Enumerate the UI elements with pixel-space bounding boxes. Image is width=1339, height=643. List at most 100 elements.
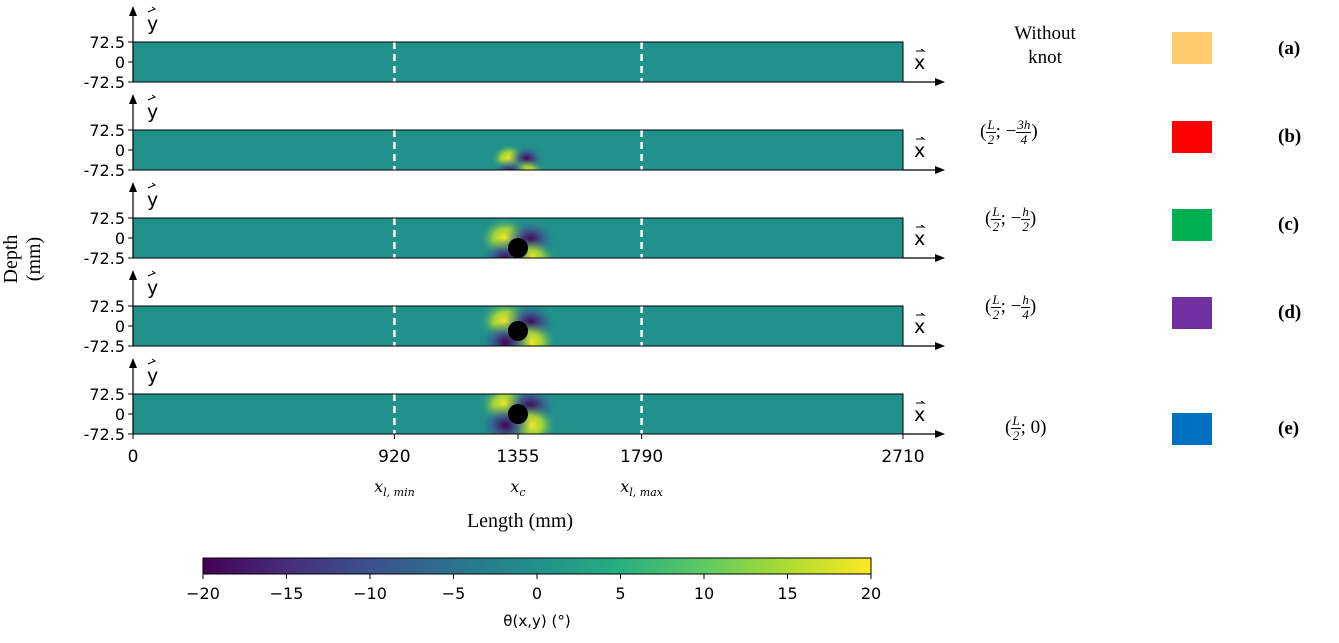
panel-tag-c: (c) (1278, 214, 1300, 235)
knot-marker (508, 238, 528, 258)
x-axis-label: Length (mm) (466, 510, 574, 532)
y-axis-arrow-label: y (147, 365, 158, 387)
legend-label-d: (L 2; − h 4) (985, 293, 1036, 322)
frac-num: h (1021, 292, 1030, 308)
fraction-3h-4: 3h 4 (1016, 117, 1032, 147)
frac-den: 2 (992, 307, 1000, 322)
panel-b: y x 72.50-72.5 (84, 94, 945, 180)
separator: ; − (1000, 295, 1022, 317)
frac-num: 3h (1016, 117, 1032, 133)
x-position-base: x (620, 477, 629, 496)
x-axis-arrow-label: x (914, 52, 925, 74)
y-tick-label: 0 (115, 141, 125, 160)
paren-close: ) (1031, 120, 1038, 142)
paren-open: ( (985, 295, 992, 317)
panel-a: y x 72.50-72.5 (84, 6, 945, 92)
x-position-label: xl, max (620, 477, 664, 499)
x-position-label: xl, min (374, 477, 415, 499)
panel-e: y x 72.50-72.5 (84, 358, 945, 444)
y-tick-label: 0 (115, 229, 125, 248)
y-axis-arrow-label: y (147, 277, 158, 299)
x-arrow-head (935, 430, 945, 438)
panel-tag-b: (b) (1278, 126, 1302, 147)
colorbar-tick-label: 10 (694, 584, 714, 603)
y-tick-label: 0 (115, 53, 125, 72)
x-tick-label: 0 (128, 447, 139, 467)
frac-num: L (991, 292, 1001, 308)
y-arrow-head (129, 94, 137, 104)
legend-swatch-d (1172, 297, 1212, 329)
x-position-label: xc (510, 477, 525, 499)
y-arrow-head (129, 182, 137, 192)
colorbar-tick-label: −10 (353, 584, 387, 603)
frac-den: 2 (1022, 219, 1029, 234)
panel-field-features (490, 143, 546, 170)
panel-field-features (478, 394, 558, 434)
vector-arrow-icon (147, 182, 157, 189)
x-position-base: x (510, 477, 519, 496)
x-arrow-head (935, 78, 945, 86)
y-arrow-head (129, 270, 137, 280)
frac-den: 2 (987, 132, 995, 147)
y-tick-label: 72.5 (89, 385, 125, 404)
panel-tag-e: (e) (1278, 418, 1300, 439)
frac-num: L (1011, 413, 1021, 429)
x-arrow-head (935, 166, 945, 174)
legend-label-a-line1: Without (1014, 23, 1076, 44)
vector-arrow-icon (147, 94, 157, 101)
vector-arrow-icon (147, 270, 157, 277)
frac-num: h (1021, 204, 1030, 220)
y-tick-label: 0 (115, 317, 125, 336)
y-tick-label: 0 (115, 405, 125, 424)
y-tick-label: -72.5 (84, 249, 125, 268)
colorbar-tick-label: 0 (532, 584, 542, 603)
paren-open: ( (985, 207, 992, 229)
colorbar-tick-label: −5 (442, 584, 466, 603)
vector-arrow-icon (916, 312, 926, 316)
vector-arrow-icon (916, 400, 926, 404)
separator: ; − (995, 120, 1017, 142)
panel-tag-d: (d) (1278, 302, 1302, 323)
panel-c: y x 72.50-72.5 (84, 182, 945, 268)
frac-den: 4 (1022, 307, 1029, 322)
paren-close: ) (1029, 207, 1037, 229)
y-tick-label: 72.5 (89, 121, 125, 140)
colorbar-label: θ(x,y) (°) (503, 612, 570, 630)
y-axis-arrow-label: y (147, 189, 158, 211)
y-arrow-head (129, 6, 137, 16)
legend-label-a-line2: knot (1028, 47, 1062, 68)
colorbar (202, 557, 872, 575)
paren-open: ( (1005, 416, 1012, 438)
y-axis-label: Depth (mm) (0, 234, 45, 284)
x-axis-arrow-label: x (914, 228, 925, 250)
panels-group: yx72.50-72.5yx72.50-72.5yx72.50-72.5yx72… (84, 6, 945, 444)
y-tick-label: -72.5 (84, 161, 125, 180)
colorbar-tick-label: 15 (777, 584, 797, 603)
panel-field-features (478, 218, 558, 258)
legend-swatch-e (1172, 413, 1212, 445)
vector-arrow-icon (916, 224, 926, 228)
legend-label-c: (L 2; − h 2) (985, 205, 1036, 234)
legend-label-a: Without knot (990, 22, 1100, 70)
vector-arrow-icon (916, 48, 926, 52)
x-axis-arrow-label: x (914, 140, 925, 162)
panel-field (133, 42, 903, 82)
separator: ; − (1000, 207, 1022, 229)
y-tick-label: 72.5 (89, 33, 125, 52)
frac-num: L (991, 204, 1001, 220)
frac-den: 4 (1020, 132, 1028, 147)
panel-tag-a: (a) (1278, 38, 1301, 59)
panel-d: y x 72.50-72.5 (84, 270, 945, 356)
y-arrow-head (129, 358, 137, 368)
legend-label-e: (L 2; 0) (1005, 414, 1046, 443)
legend-swatch-b (1172, 121, 1212, 153)
x-position-subscript: c (519, 486, 525, 499)
x-axis-arrow-label: x (914, 404, 925, 426)
